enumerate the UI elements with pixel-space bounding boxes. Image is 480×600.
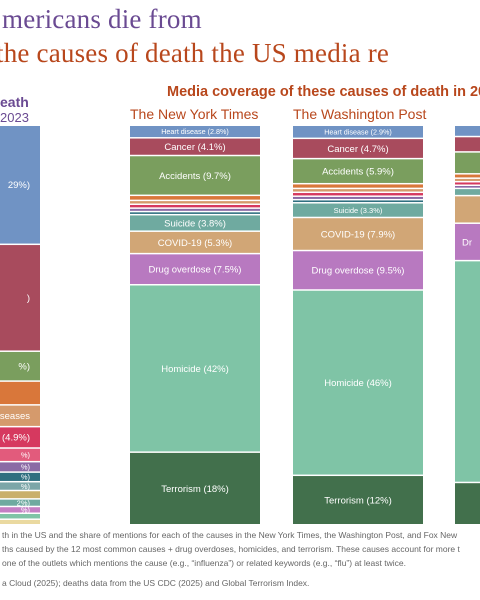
- bar-segment: [293, 184, 423, 188]
- bar-segment: [130, 156, 260, 195]
- bar-segment: [130, 208, 260, 211]
- segment-label: 29%): [8, 180, 30, 191]
- bar-segment: [293, 218, 423, 250]
- segment-label: %): [21, 451, 31, 460]
- bar-segment: [130, 126, 260, 138]
- segment-label: Accidents (9.7%): [159, 171, 231, 182]
- segment-label: %): [18, 362, 30, 373]
- segment-label: Dr: [462, 237, 472, 248]
- bar-segment: [0, 351, 40, 381]
- bar-segment: [293, 476, 423, 524]
- column-2: Heart disease (2.9%) Cancer (4.7%) Acciden…: [293, 126, 423, 524]
- bar-segment: [130, 254, 260, 284]
- bar-segment: [455, 174, 480, 178]
- bar-segment: [130, 215, 260, 231]
- column-0: 29%))%)iseasese (4.9%)%)%)%)%)2%)%): [0, 126, 40, 524]
- deaths-column-year: 2023: [0, 110, 29, 125]
- bar-segment: [130, 138, 260, 155]
- segment-label: Cancer (4.1%): [164, 142, 225, 153]
- outlet-title-nyt: The New York Times: [130, 106, 259, 122]
- bar-segment: [455, 137, 480, 152]
- segment-label: %): [21, 506, 31, 515]
- segment-label: Terrorism (12%): [324, 495, 392, 506]
- segment-label: Drug overdose (9.5%): [312, 266, 405, 277]
- bar-segment: [0, 513, 40, 519]
- bar-segment: [130, 285, 260, 452]
- bar-segment: [293, 290, 423, 475]
- bar-segment: [0, 472, 40, 481]
- bar-segment: [130, 204, 260, 208]
- bar-segment: [0, 462, 40, 472]
- bar-segment: [293, 203, 423, 217]
- segment-label: Cancer (4.7%): [327, 144, 388, 155]
- footnote-line-2: ths caused by the 12 most common causes …: [2, 544, 460, 554]
- bar-segment: [455, 196, 480, 223]
- bar-segment: [455, 126, 480, 136]
- segment-label: %): [21, 473, 31, 482]
- bar-segment: [0, 126, 40, 244]
- bar-segment: [130, 201, 260, 204]
- bar-segment: [0, 245, 40, 351]
- bar-segment: [0, 427, 40, 448]
- footnote-line-3: one of the outlets which mentions the ca…: [2, 558, 406, 568]
- bar-segment: [293, 200, 423, 203]
- bar-segment: [0, 491, 40, 499]
- segment-label: Suicide (3.8%): [164, 218, 226, 229]
- bar-segment: [0, 381, 40, 405]
- segment-label: Heart disease (2.8%): [161, 127, 229, 136]
- bar-segment: [0, 405, 40, 426]
- bar-segment: [293, 126, 423, 138]
- segment-label: iseases: [0, 411, 30, 422]
- bar-segment: [455, 223, 480, 260]
- bar-segment: [293, 159, 423, 183]
- segment-label: Homicide (46%): [324, 378, 392, 389]
- segment-label: Suicide (3.3%): [334, 206, 383, 215]
- bar-segment: [130, 452, 260, 524]
- column-1: Heart disease (2.8%) Cancer (4.1%) Acciden…: [130, 126, 260, 524]
- bar-segment: [0, 499, 40, 506]
- deaths-column-heading: eath: [0, 94, 29, 110]
- bar-segment: [293, 251, 423, 290]
- footnote-line-1: th in the US and the share of mentions f…: [2, 530, 458, 540]
- chart-title-line-1: mericans die from: [2, 4, 202, 34]
- outlet-title-wapo: The Washington Post: [293, 106, 427, 122]
- segment-label: COVID-19 (5.3%): [158, 238, 232, 249]
- bar-segment: [130, 231, 260, 253]
- bar-segment: [455, 483, 480, 524]
- segment-label: e (4.9%): [0, 433, 30, 444]
- footnote-source: a Cloud (2025); deaths data from the US …: [2, 578, 310, 588]
- chart-title-line-2: the causes of death the US media re: [0, 38, 390, 68]
- segment-label: Homicide (42%): [161, 364, 229, 375]
- media-coverage-heading: Media coverage of these causes of death …: [167, 84, 480, 100]
- bar-segment: [293, 193, 423, 196]
- stacked-bar-chart: 29%))%)iseasese (4.9%)%)%)%)%)2%)%)Heart…: [0, 126, 480, 524]
- segment-label: Accidents (5.9%): [322, 167, 394, 178]
- bar-segment: [293, 189, 423, 192]
- segment-label: ): [27, 293, 30, 304]
- segment-label: Drug overdose (7.5%): [149, 265, 242, 276]
- segment-label: Terrorism (18%): [161, 484, 229, 495]
- bar-segment: [0, 482, 40, 490]
- segment-label: 2%): [17, 498, 31, 507]
- segment-label: Heart disease (2.9%): [324, 127, 392, 136]
- bar-segment: [455, 178, 480, 181]
- segment-label: %): [21, 482, 31, 491]
- bar-segment: [130, 212, 260, 214]
- segment-label: COVID-19 (7.9%): [321, 229, 395, 240]
- bar-segment: [455, 189, 480, 195]
- bar-segment: [455, 182, 480, 185]
- column-3: Dr: [455, 126, 480, 524]
- bar-segment: [0, 448, 40, 461]
- bar-segment: [455, 261, 480, 482]
- segment-label: %): [21, 463, 31, 472]
- bar-segment: [0, 519, 40, 524]
- bar-segment: [293, 196, 423, 199]
- bar-segment: [130, 196, 260, 200]
- bar-segment: [0, 507, 40, 513]
- bar-segment: [293, 139, 423, 158]
- bar-segment: [455, 186, 480, 188]
- bar-segment: [455, 152, 480, 174]
